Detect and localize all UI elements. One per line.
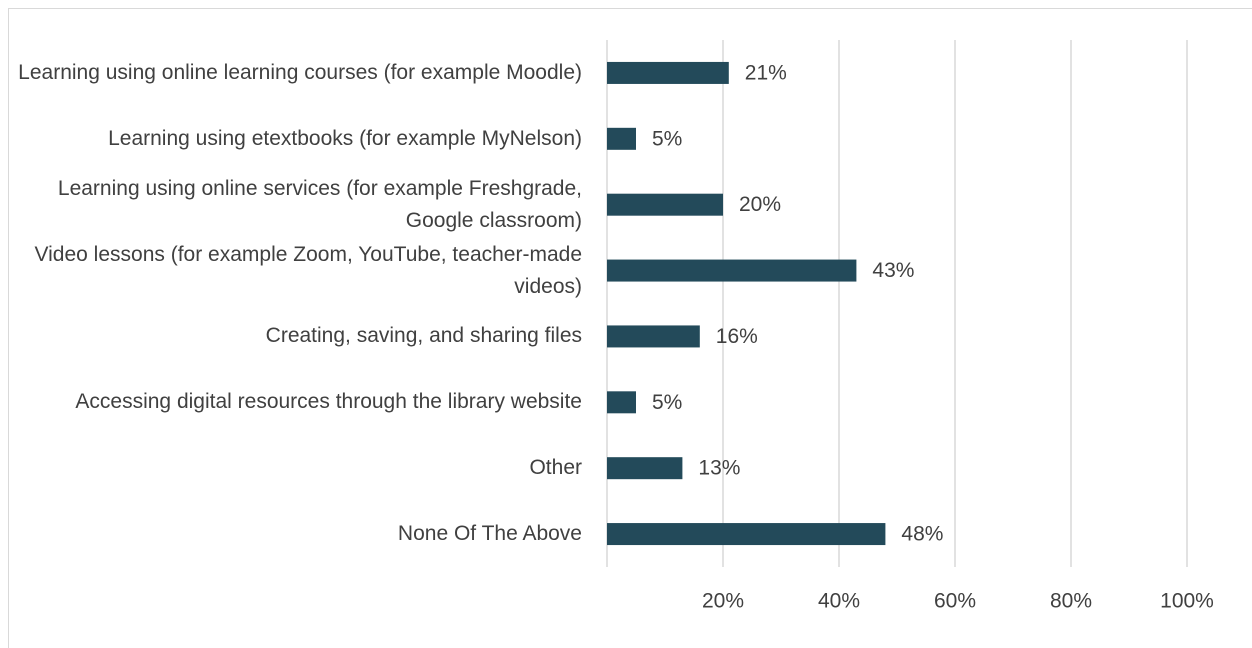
bar bbox=[607, 193, 723, 216]
data-label: 16% bbox=[716, 325, 758, 348]
bar bbox=[607, 325, 700, 348]
category-label: Creating, saving, and sharing files bbox=[265, 324, 582, 348]
category-label: Learning using etextbooks (for example M… bbox=[108, 126, 582, 150]
data-label: 21% bbox=[745, 61, 787, 84]
category-label: None Of The Above bbox=[397, 522, 582, 546]
category-label: Learning using online services (for exam… bbox=[57, 176, 582, 232]
bar bbox=[607, 523, 886, 546]
data-label: 13% bbox=[698, 457, 740, 480]
category-label: Learning using online learning courses (… bbox=[18, 60, 582, 84]
chart: 20% 40% 60% 80% 100% 21% 5% 20% 43% 16% 5% 13% 48% L… bbox=[8, 8, 1252, 648]
plot: 20% 40% 60% 80% 100% 21% 5% 20% 43% 16% 5% 13% 48% bbox=[606, 40, 1214, 613]
x-tick-label: 20% bbox=[702, 590, 744, 613]
bar bbox=[607, 457, 683, 480]
data-label: 5% bbox=[652, 127, 682, 150]
x-tick-label: 100% bbox=[1160, 590, 1214, 613]
data-label: 20% bbox=[739, 193, 781, 216]
data-label: 43% bbox=[872, 259, 914, 282]
category-label: Other bbox=[529, 456, 582, 480]
x-tick-label: 40% bbox=[818, 590, 860, 613]
chart-frame bbox=[8, 8, 1252, 648]
x-tick-label: 60% bbox=[934, 590, 976, 613]
x-tick-label: 80% bbox=[1050, 590, 1092, 613]
category-label: Accessing digital resources through the … bbox=[75, 390, 582, 414]
category-label: Video lessons (for example Zoom, YouTube… bbox=[34, 242, 582, 298]
bar bbox=[607, 259, 857, 282]
data-label: 5% bbox=[652, 391, 682, 414]
bar bbox=[607, 61, 729, 84]
bar bbox=[607, 391, 636, 414]
data-label: 48% bbox=[901, 523, 943, 546]
bar bbox=[607, 127, 636, 150]
